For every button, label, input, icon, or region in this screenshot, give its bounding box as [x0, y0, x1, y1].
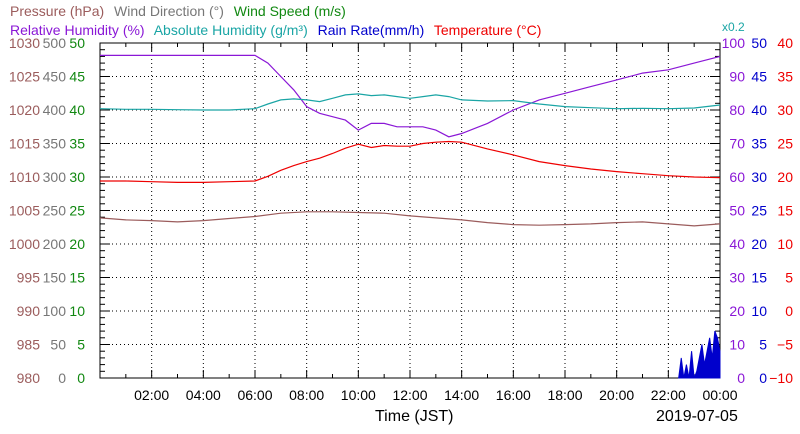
temperature-tick-label: 15: [777, 203, 793, 219]
rain-rate-tick-label: 15: [751, 270, 767, 286]
rain-rate-tick-label: 30: [751, 169, 767, 185]
rain-rate-tick-label: 10: [751, 303, 767, 319]
date-label: 2019-07-05: [656, 408, 738, 425]
x-tick-label: 14:00: [444, 387, 479, 403]
wind-speed-tick-label: 45: [69, 69, 85, 85]
wind-direction-tick-label: 350: [43, 136, 67, 152]
relative-humidity-tick-label: 80: [729, 102, 745, 118]
relative-humidity-tick-label: 70: [729, 136, 745, 152]
wind-direction-tick-label: 450: [43, 69, 67, 85]
x-tick-label: 18:00: [547, 387, 582, 403]
x-tick-label: 02:00: [134, 387, 169, 403]
wind-speed-tick-label: 40: [69, 102, 85, 118]
wind-direction-tick-label: 500: [43, 35, 67, 51]
rain-rate-tick-label: 0: [759, 370, 767, 386]
wind-direction-tick-label: 200: [43, 236, 67, 252]
wind-speed-tick-label: 35: [69, 136, 85, 152]
temperature-tick-label: 5: [785, 270, 793, 286]
x-tick-label: 20:00: [599, 387, 634, 403]
legend-wind-speed: Wind Speed (m/s): [233, 3, 346, 19]
wind-speed-tick-label: 30: [69, 169, 85, 185]
relative-humidity-tick-label: 90: [729, 69, 745, 85]
wind-direction-tick-label: 0: [58, 370, 66, 386]
pressure-tick-label: 1020: [9, 102, 40, 118]
x-tick-label: 12:00: [392, 387, 427, 403]
legend-row-2: Relative Humidity (%) Absolute Humidity …: [10, 21, 547, 39]
relative-humidity-tick-label: 0: [737, 370, 745, 386]
x-tick-label: 22:00: [651, 387, 686, 403]
pressure-tick-label: 1000: [9, 236, 40, 252]
x-tick-label: 08:00: [289, 387, 324, 403]
temperature-tick-label: 0: [785, 303, 793, 319]
legend-row-1: Pressure (hPa) Wind Direction (°) Wind S…: [10, 2, 352, 20]
x-tick-label: 06:00: [237, 387, 272, 403]
temperature-tick-label: 25: [777, 136, 793, 152]
x-tick-label: 00:00: [702, 387, 737, 403]
rain-rate-tick-label: 45: [751, 69, 767, 85]
pressure-tick-label: 1030: [9, 35, 40, 51]
temperature-tick-label: 30: [777, 102, 793, 118]
rain-rate-tick-label: 40: [751, 102, 767, 118]
rain-rate-tick-label: 50: [751, 35, 767, 51]
wind-speed-tick-label: 50: [69, 35, 85, 51]
x-tick-label: 04:00: [186, 387, 221, 403]
pressure-tick-label: 1010: [9, 169, 40, 185]
pressure-tick-label: 1005: [9, 203, 40, 219]
x-axis-label: Time (JST): [375, 408, 454, 425]
legend-rain-rate: Rain Rate(mm/h): [317, 22, 425, 38]
pressure-tick-label: 1015: [9, 136, 40, 152]
relative-humidity-tick-label: 10: [729, 337, 745, 353]
wind-speed-tick-label: 0: [77, 370, 85, 386]
pressure-tick-label: 985: [17, 337, 41, 353]
rain-rate-area: [678, 330, 721, 379]
pressure-hpa-line: [99, 211, 721, 227]
relative-humidity-tick-label: 100: [722, 35, 746, 51]
wind-direction-tick-label: 400: [43, 102, 67, 118]
x-tick-label: 10:00: [341, 387, 376, 403]
relative-humidity-tick-label: 60: [729, 169, 745, 185]
absolute-humidity-g-m-x-line: [99, 93, 721, 111]
temperature-tick-label: −10: [769, 370, 793, 386]
wind-direction-tick-label: 100: [43, 303, 67, 319]
pressure-tick-label: 995: [17, 270, 41, 286]
wind-speed-tick-label: 5: [77, 337, 85, 353]
legend-temperature: Temperature (°C): [433, 22, 542, 38]
relative-humidity-tick-label: 40: [729, 236, 745, 252]
absolute-humidity-scale-note: x0.2: [722, 20, 745, 34]
pressure-tick-label: 990: [17, 303, 41, 319]
temperature-tick-label: 40: [777, 35, 793, 51]
temperature-tick-label: 10: [777, 236, 793, 252]
wind-direction-tick-label: 50: [50, 337, 66, 353]
rain-rate-tick-label: 20: [751, 236, 767, 252]
rain-rate-tick-label: 35: [751, 136, 767, 152]
legend-absolute-humidity: Absolute Humidity (g/m³): [153, 22, 308, 38]
relative-humidity-line: [100, 54, 721, 138]
temperature-tick-label: 20: [777, 169, 793, 185]
temperature-c-line: [100, 140, 721, 183]
wind-speed-tick-label: 15: [69, 270, 85, 286]
relative-humidity-tick-label: 30: [729, 270, 745, 286]
wind-speed-tick-label: 10: [69, 303, 85, 319]
rain-rate-tick-label: 5: [759, 337, 767, 353]
wind-direction-tick-label: 300: [43, 169, 67, 185]
rain-rate-tick-label: 25: [751, 203, 767, 219]
pressure-tick-label: 1025: [9, 69, 40, 85]
wind-speed-tick-label: 25: [69, 203, 85, 219]
temperature-tick-label: 35: [777, 69, 793, 85]
wind-direction-tick-label: 150: [43, 270, 67, 286]
legend-wind-direction: Wind Direction (°): [114, 3, 224, 19]
x-tick-label: 16:00: [496, 387, 531, 403]
relative-humidity-tick-label: 50: [729, 203, 745, 219]
temperature-tick-label: −5: [777, 337, 793, 353]
wind-direction-tick-label: 250: [43, 203, 67, 219]
legend-pressure: Pressure (hPa): [10, 3, 105, 19]
pressure-tick-label: 980: [17, 370, 41, 386]
legend-relative-humidity: Relative Humidity (%): [10, 22, 145, 38]
wind-speed-tick-label: 20: [69, 236, 85, 252]
relative-humidity-tick-label: 20: [729, 303, 745, 319]
